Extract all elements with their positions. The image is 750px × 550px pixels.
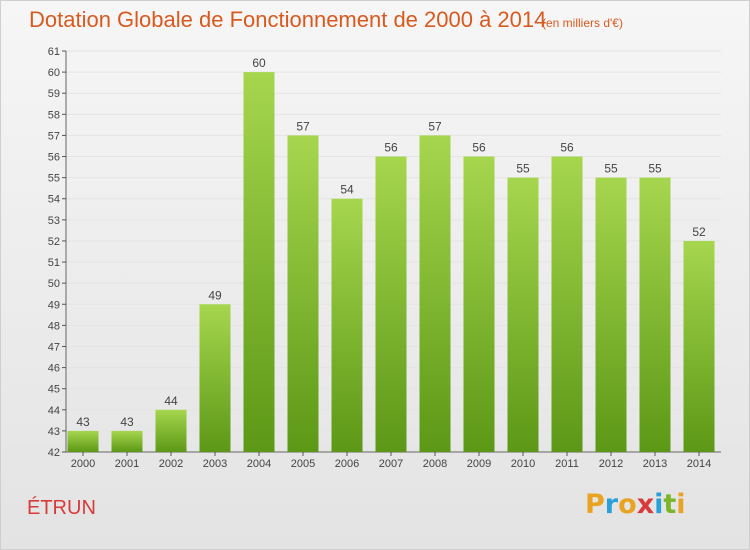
- y-tick-label: 54: [48, 194, 60, 206]
- data-label: 55: [604, 162, 618, 176]
- logo-letter: r: [604, 489, 619, 520]
- y-tick-label: 49: [48, 299, 60, 311]
- data-label: 54: [340, 183, 354, 197]
- data-label: 57: [428, 119, 442, 133]
- bar-2002: [155, 409, 187, 452]
- bar-2014: [683, 240, 715, 452]
- y-tick-label: 42: [48, 447, 60, 459]
- bar-2013: [639, 177, 671, 452]
- x-tick-label: 2008: [423, 458, 447, 470]
- y-tick-label: 58: [48, 109, 60, 121]
- x-tick-label: 2001: [115, 458, 139, 470]
- y-tick-label: 46: [48, 363, 60, 375]
- y-tick-label: 51: [48, 257, 60, 269]
- bar-2012: [595, 177, 627, 452]
- logo-letter: i: [676, 489, 686, 520]
- x-tick-label: 2011: [555, 458, 579, 470]
- chart-subtitle: (en milliers d'€): [542, 16, 623, 30]
- y-tick-label: 48: [48, 320, 60, 332]
- x-tick-label: 2007: [379, 458, 403, 470]
- y-tick-label: 56: [48, 152, 60, 164]
- logo-letter: P: [585, 489, 605, 520]
- x-tick-label: 2005: [291, 458, 315, 470]
- logo-letter: o: [618, 489, 637, 520]
- data-label: 55: [648, 162, 662, 176]
- data-label: 52: [692, 225, 706, 239]
- data-label: 44: [164, 394, 178, 408]
- bar-2004: [243, 72, 275, 453]
- bar-2011: [551, 156, 583, 453]
- bar-2005: [287, 135, 319, 452]
- bar-2001: [111, 430, 143, 452]
- logo-letter: x: [636, 489, 655, 520]
- y-tick-label: 47: [48, 341, 60, 353]
- logo-letter: t: [663, 489, 677, 520]
- bar-2000: [67, 430, 99, 452]
- y-tick-label: 45: [48, 384, 60, 396]
- y-tick-labels: 42 43 44 45 46 47 48 49 50 51 52 53 54 55 56 57 58 59 60 61: [48, 46, 66, 459]
- data-label: 43: [76, 415, 90, 429]
- logo-letter: i: [654, 489, 664, 520]
- bar-2003: [199, 304, 231, 452]
- x-tick-label: 2002: [159, 458, 183, 470]
- bar-2008: [419, 135, 451, 452]
- y-tick-label: 55: [48, 173, 60, 185]
- x-tick-label: 2013: [643, 458, 667, 470]
- y-tick-label: 53: [48, 215, 60, 227]
- data-label: 57: [296, 119, 310, 133]
- x-tick-label: 2014: [687, 458, 711, 470]
- data-label: 49: [208, 288, 222, 302]
- y-tick-label: 60: [48, 67, 60, 79]
- x-tick-label: 2004: [247, 458, 271, 470]
- bar-2006: [331, 198, 363, 452]
- y-tick-label: 57: [48, 130, 60, 142]
- x-tick-label: 2009: [467, 458, 491, 470]
- data-label: 43: [120, 415, 134, 429]
- proxiti-logo: Proxiti: [585, 489, 686, 520]
- y-tick-label: 61: [48, 46, 60, 58]
- y-tick-label: 59: [48, 88, 60, 100]
- bar-2009: [463, 156, 495, 453]
- data-label: 56: [560, 141, 574, 155]
- data-label: 56: [472, 141, 486, 155]
- x-tick-label: 2010: [511, 458, 535, 470]
- y-tick-label: 43: [48, 426, 60, 438]
- y-tick-label: 52: [48, 236, 60, 248]
- data-label: 60: [252, 56, 266, 70]
- x-tick-label: 2000: [71, 458, 95, 470]
- x-tick-label: 2012: [599, 458, 623, 470]
- x-tick-label: 2003: [203, 458, 227, 470]
- y-tick-label: 50: [48, 278, 60, 290]
- data-label: 55: [516, 162, 530, 176]
- chart-title: Dotation Globale de Fonctionnement de 20…: [29, 7, 547, 32]
- y-tick-label: 44: [48, 405, 60, 417]
- x-tick-labels: 2000 2001 2002 2003 2004 2005 2006 2007 2008 2009…: [71, 452, 711, 470]
- data-labels: 43 43 44 49 60 57 54 56 57 56 55 56 55 55 52: [76, 56, 706, 429]
- data-label: 56: [384, 141, 398, 155]
- place-name: ÉTRUN: [27, 497, 96, 519]
- bar-2007: [375, 156, 407, 453]
- x-tick-label: 2006: [335, 458, 359, 470]
- bars: [67, 72, 715, 453]
- bar-2010: [507, 177, 539, 452]
